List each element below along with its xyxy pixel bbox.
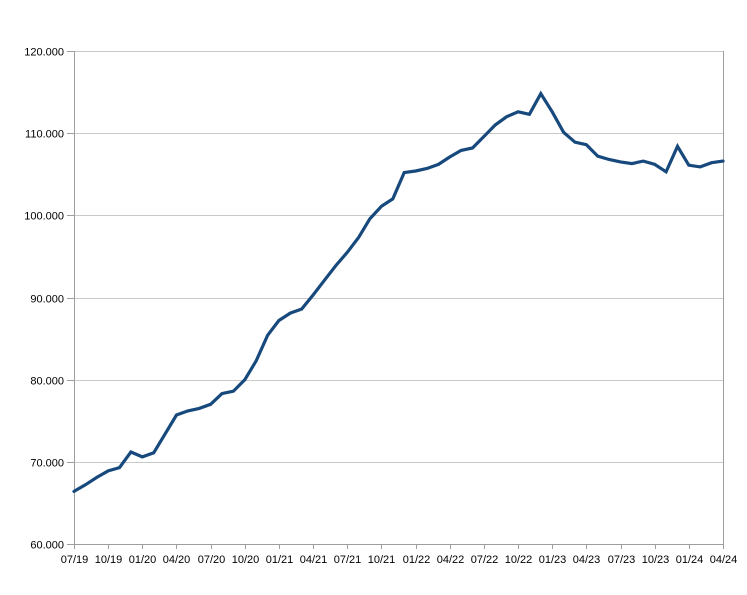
x-axis-label: 04/20 bbox=[163, 554, 191, 566]
x-axis-label: 04/22 bbox=[437, 554, 465, 566]
y-axis-label: 120.000 bbox=[24, 47, 64, 59]
x-axis-label: 04/23 bbox=[573, 554, 601, 566]
y-axis-label: 100.000 bbox=[24, 211, 64, 223]
x-axis-label: 01/23 bbox=[539, 554, 567, 566]
y-axis-label: 80.000 bbox=[30, 376, 64, 388]
y-axis-label: 70.000 bbox=[30, 458, 64, 470]
x-axis-label: 04/21 bbox=[300, 554, 328, 566]
x-axis-label: 10/21 bbox=[368, 554, 396, 566]
data-series-line bbox=[72, 90, 725, 493]
y-axis-label: 90.000 bbox=[30, 294, 64, 306]
x-axis-label: 07/19 bbox=[61, 554, 89, 566]
x-axis-label: 07/22 bbox=[471, 554, 499, 566]
x-axis-label: 01/21 bbox=[266, 554, 294, 566]
x-axis-label: 10/23 bbox=[642, 554, 670, 566]
x-axis-label: 10/19 bbox=[95, 554, 123, 566]
x-axis-label: 01/20 bbox=[129, 554, 157, 566]
x-axis-label: 01/22 bbox=[403, 554, 431, 566]
x-axis-label: 07/23 bbox=[608, 554, 636, 566]
x-axis-label: 04/24 bbox=[710, 554, 738, 566]
series-polyline bbox=[72, 90, 725, 493]
tick-marks bbox=[67, 51, 724, 549]
x-axis-label: 01/24 bbox=[676, 554, 704, 566]
axes bbox=[74, 51, 724, 545]
y-axis-label: 60.000 bbox=[30, 540, 64, 552]
axis-labels: 120.000 110.000 100.000 90.000 80.000 70.000 6… bbox=[24, 47, 737, 567]
x-axis-label: 10/20 bbox=[232, 554, 260, 566]
y-axis-label: 110.000 bbox=[25, 129, 64, 141]
x-axis-label: 07/20 bbox=[198, 554, 226, 566]
x-axis-label: 10/22 bbox=[505, 554, 533, 566]
gridlines bbox=[74, 51, 723, 463]
x-axis-label: 07/21 bbox=[334, 554, 362, 566]
